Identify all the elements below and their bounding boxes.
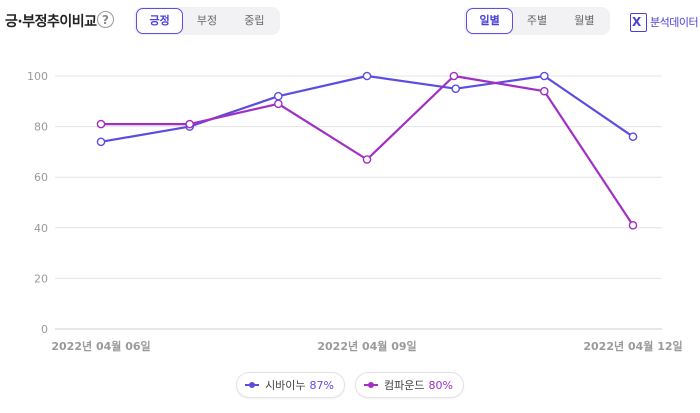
data-point-series-1[interactable] [628,132,638,141]
y-tick-label: 0 [41,323,48,336]
tab-weekly[interactable]: 주별 [526,14,548,27]
data-point-series-1[interactable] [96,137,106,147]
export-data-button[interactable]: 분석데이터 [630,12,699,32]
data-point-series-2[interactable] [540,86,549,96]
x-tick-label: 2022년 04월 12일 [583,339,682,353]
x-tick-label: 2022년 04월 09일 [317,339,416,353]
legend-percent-series-1: 87% [309,378,334,392]
data-point-series-1[interactable] [540,71,549,81]
y-tick-label: 60 [34,171,48,184]
data-point-series-1[interactable] [362,71,372,81]
data-point-series-2[interactable] [185,119,194,129]
tab-positive[interactable]: 긍정 [136,8,184,34]
chart-legend: 시바이누 87% 컴파운드 80% [0,372,700,398]
legend-label-series-2: 컴파운드 [384,379,425,392]
data-point-series-2[interactable] [628,220,638,230]
legend-swatch-series-1 [245,381,260,389]
sentiment-toggle: 긍정 부정 중립 [134,7,280,35]
series-lines [100,74,634,226]
page-title: 긍·부정추이비교 [5,14,97,30]
series-line-1 [100,74,634,143]
x-axis: 2022년 04월 06일 2022년 04월 09일 2022년 04월 12일 [51,339,682,353]
x-tick-label: 2022년 04월 06일 [51,339,150,353]
y-tick-label: 40 [34,222,48,235]
data-point-series-1[interactable] [451,84,461,94]
tab-neutral[interactable]: 중립 [244,14,265,27]
tab-monthly[interactable]: 월별 [574,14,595,27]
legend-label-series-1: 시바이누 [265,379,306,392]
y-tick-label: 100 [27,70,48,83]
y-tick-label: 20 [34,272,48,285]
chart-header: 긍·부정추이비교 ? 긍정 부정 중립 일별 주별 월별 분석데이터 [0,0,700,44]
tab-negative[interactable]: 부정 [196,14,218,27]
data-point-series-2[interactable] [96,119,106,129]
data-point-series-2[interactable] [449,71,459,81]
series-line-2 [101,74,634,226]
export-data-label: 분석데이터 [650,16,699,29]
legend-item-series-2[interactable]: 컴파운드 80% [355,372,464,398]
y-axis: 0 20 40 60 80 100 [27,70,48,336]
period-toggle: 일별 주별 월별 [464,7,610,35]
legend-item-series-1[interactable]: 시바이누 87% [236,372,345,398]
series-points [96,71,638,230]
legend-percent-series-2: 80% [428,378,453,392]
chart-grid [55,75,662,330]
y-tick-label: 80 [34,121,48,134]
excel-icon [630,12,647,32]
data-point-series-1[interactable] [273,91,283,101]
question-circle-icon[interactable]: ? [97,11,114,28]
legend-swatch-series-2 [364,381,378,389]
tab-daily[interactable]: 일별 [466,8,514,34]
data-point-series-2[interactable] [362,155,372,164]
data-point-series-2[interactable] [273,99,283,109]
